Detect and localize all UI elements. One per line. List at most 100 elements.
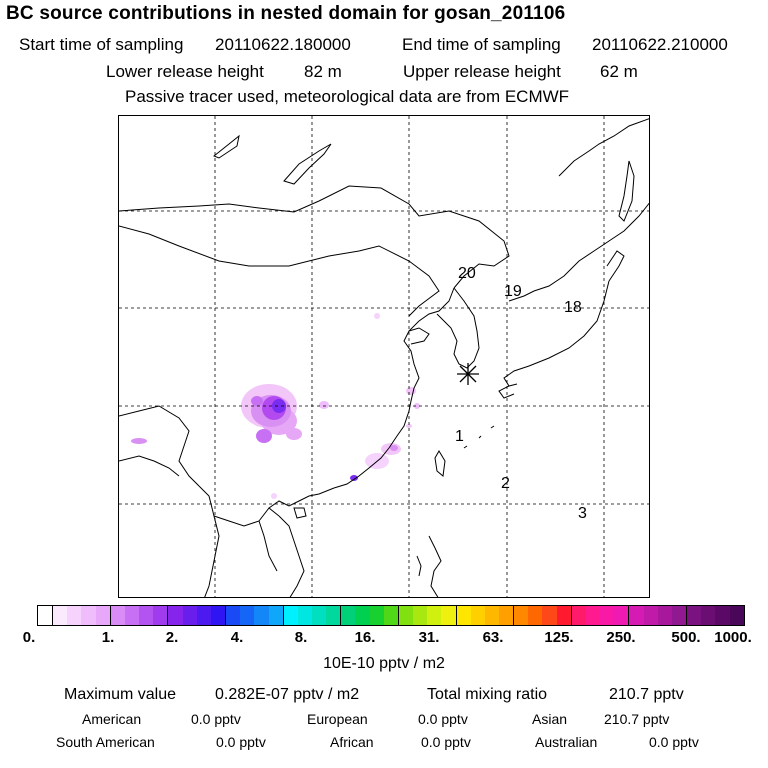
colorbar-swatch xyxy=(124,606,140,625)
colorbar-tick: 8. xyxy=(294,629,308,646)
colorbar-tick: 250. xyxy=(606,629,636,646)
colorbar-swatch xyxy=(657,606,672,625)
colorbar-swatch xyxy=(455,606,471,625)
end-time-value: 20110622.210000 xyxy=(592,35,728,54)
start-time-label: Start time of sampling xyxy=(19,35,184,54)
australian-value: 0.0 pptv xyxy=(649,734,699,750)
coastline xyxy=(333,287,455,489)
coastline xyxy=(293,507,307,519)
colorbar-swatch xyxy=(715,606,730,625)
border-line xyxy=(198,485,220,597)
total-mixing-value: 210.7 pptv xyxy=(609,686,684,703)
island-chain xyxy=(463,425,495,449)
colorbar-swatch xyxy=(729,606,744,625)
colorbar-swatch xyxy=(397,606,414,625)
colorbar-swatch xyxy=(182,606,197,625)
colorbar-swatch xyxy=(139,606,154,625)
lower-height-value: 82 m xyxy=(304,62,342,81)
upper-height-value: 62 m xyxy=(600,62,638,81)
colorbar-swatch xyxy=(513,606,529,625)
colorbar-swatch xyxy=(701,606,716,625)
colorbar-swatch xyxy=(225,606,241,625)
colorbar-swatch xyxy=(340,606,356,625)
coastline xyxy=(508,202,649,302)
asian-label: Asian xyxy=(532,711,568,727)
lower-height-label: Lower release height xyxy=(106,62,264,81)
coastline xyxy=(436,287,480,369)
colorbar-swatch xyxy=(369,606,384,625)
colorbar-tick: 16. xyxy=(354,629,376,646)
upper-height-label: Upper release height xyxy=(403,62,561,81)
trajectory-label-19: 19 xyxy=(504,283,522,300)
colorbar-swatch xyxy=(542,606,557,625)
colorbar-swatch xyxy=(311,606,327,625)
coastline xyxy=(434,450,446,477)
trajectory-label-20: 20 xyxy=(458,265,476,282)
colorbar-tick: 63. xyxy=(482,629,504,646)
plume-patch xyxy=(286,428,302,440)
european-value: 0.0 pptv xyxy=(418,711,468,727)
colorbar-swatch xyxy=(167,606,183,625)
colorbar-swatch xyxy=(268,606,283,625)
concentration-field xyxy=(131,313,420,499)
colorbar-tick: 1000. xyxy=(714,629,752,646)
colorbar-swatch xyxy=(413,606,428,625)
colorbar-tick: 31. xyxy=(418,629,440,646)
coastline xyxy=(268,487,335,517)
end-time-label: End time of sampling xyxy=(402,35,561,54)
colorbar-tick: 4. xyxy=(230,629,244,646)
colorbar-swatch xyxy=(196,606,211,625)
colorbar-swatch xyxy=(671,606,687,625)
colorbar-swatch xyxy=(326,606,341,625)
colorbar-swatch xyxy=(81,606,96,625)
colorbar-swatch xyxy=(95,606,110,625)
american-value: 0.0 pptv xyxy=(191,711,241,727)
coastline xyxy=(416,555,422,577)
trajectory-label-1: 1 xyxy=(455,428,464,445)
trajectory-label-3: 3 xyxy=(578,505,587,522)
map: 20 19 18 1 2 3 xyxy=(118,115,650,598)
plume-patch xyxy=(131,438,147,444)
start-time-value: 20110622.180000 xyxy=(215,35,351,54)
border-line xyxy=(119,405,200,487)
colorbar-units: 10E-10 pptv / m2 xyxy=(323,655,445,672)
plume-patch xyxy=(374,313,380,319)
map-canvas xyxy=(119,116,649,597)
lake-outline xyxy=(283,143,332,185)
australian-label: Australian xyxy=(535,734,598,750)
colorbar-swatch xyxy=(282,606,298,625)
plume-patch xyxy=(414,403,420,409)
african-value: 0.0 pptv xyxy=(421,734,471,750)
colorbar-swatch xyxy=(686,606,702,625)
plume-patch xyxy=(272,399,286,413)
colorbar-swatch xyxy=(570,606,586,625)
african-label: African xyxy=(330,734,374,750)
border-line xyxy=(213,507,270,527)
colorbar-swatch xyxy=(153,606,168,625)
colorbar-swatch xyxy=(52,606,68,625)
border-line xyxy=(258,520,278,572)
colorbar-swatch xyxy=(254,606,269,625)
total-mixing-label: Total mixing ratio xyxy=(427,686,548,703)
map-grid xyxy=(119,116,649,597)
colorbar-swatch xyxy=(383,606,398,625)
plume-patch xyxy=(256,429,272,443)
colorbar-swatch xyxy=(67,606,82,625)
colorbar-swatch xyxy=(556,606,571,625)
colorbar-swatch xyxy=(628,606,644,625)
border-line xyxy=(119,455,180,477)
colorbar-swatch xyxy=(38,606,53,625)
colorbar-swatch xyxy=(614,606,629,625)
plume-patch xyxy=(319,401,329,409)
colorbar-tick: 125. xyxy=(544,629,574,646)
colorbar-tick: 0. xyxy=(22,629,36,646)
lake-outline xyxy=(213,134,240,159)
trajectory-label-18: 18 xyxy=(564,299,582,316)
colorbar-swatch xyxy=(297,606,312,625)
asian-value: 210.7 pptv xyxy=(604,711,670,727)
colorbar-swatch xyxy=(441,606,456,625)
colorbar-tick: 500. xyxy=(671,629,701,646)
colorbar-swatch xyxy=(427,606,442,625)
figure-title: BC source contributions in nested domain… xyxy=(6,3,566,24)
